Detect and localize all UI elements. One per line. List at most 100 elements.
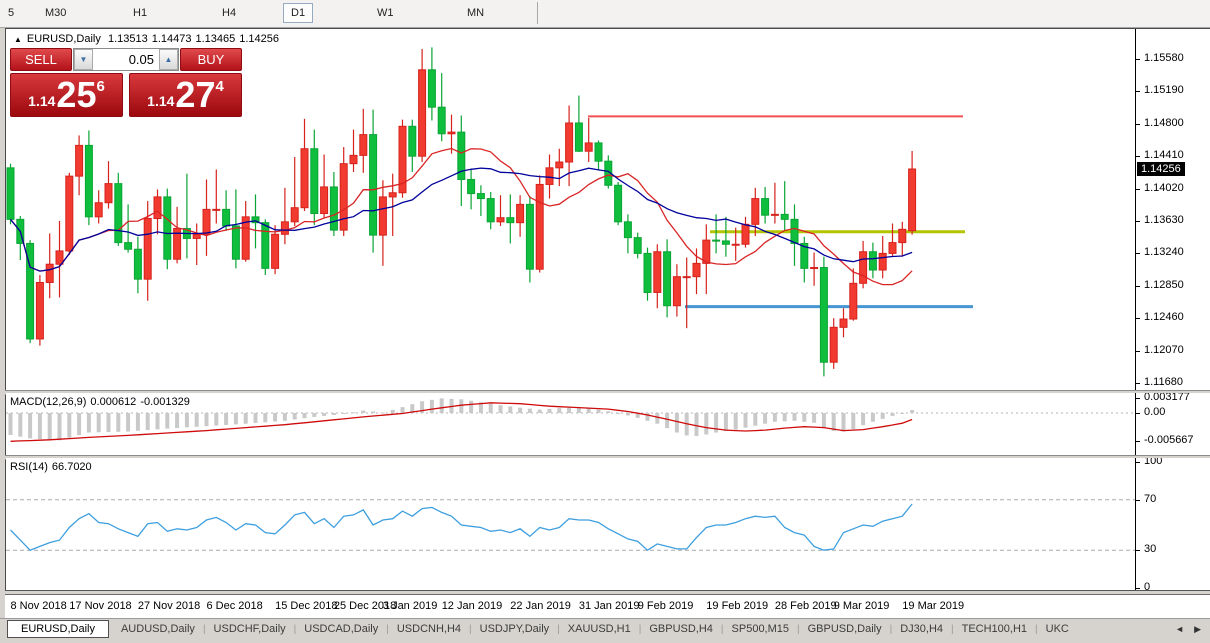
volume-increase-button[interactable]: ▲ <box>159 49 178 70</box>
buy-button[interactable]: BUY <box>180 48 242 71</box>
buy-price-prefix: 1.14 <box>147 93 175 109</box>
macd-name: MACD(12,26,9) <box>10 396 87 408</box>
rsi-axis: 100 70 30 0 <box>1135 458 1210 590</box>
ma-fast-line <box>9 147 913 286</box>
rsi-name: RSI(14) <box>10 461 48 473</box>
tab-separator: | <box>720 623 724 635</box>
macd-tick-label: 0.003177 <box>1144 393 1190 403</box>
sell-button[interactable]: SELL <box>10 48 72 71</box>
date-axis[interactable]: 8 Nov 2018 17 Nov 2018 27 Nov 2018 6 Dec 20… <box>5 594 1210 619</box>
price-tick-label: 1.14410 <box>1144 149 1184 162</box>
tab-separator: | <box>386 623 389 635</box>
buy-price-tile[interactable]: 1.14 27 4 <box>129 73 242 117</box>
date-tick-label: 19 Feb 2019 <box>706 600 769 612</box>
rsi-panel[interactable]: RSI(14) 66.7020 <box>6 458 1135 590</box>
date-tick-label: 17 Nov 2018 <box>69 600 132 612</box>
tab-separator: | <box>951 623 954 635</box>
chevron-down-icon: ▼ <box>79 55 88 64</box>
tab-separator: | <box>202 623 206 635</box>
date-tick-label: 9 Mar 2019 <box>833 600 890 612</box>
rsi-tick-label: 0 <box>1144 581 1151 590</box>
chart-tabs: EURUSD,Daily AUDUSD,Daily | USDCHF,Daily | US… <box>0 620 1077 638</box>
macd-panel[interactable]: MACD(12,26,9) 0.000612 -0.001329 <box>6 393 1135 455</box>
macd-tick-mark <box>1136 413 1140 414</box>
timeframe-button-5[interactable]: 5 <box>8 7 15 19</box>
price-tick-label: 1.13240 <box>1144 246 1184 259</box>
chart-window-border-left <box>5 28 6 637</box>
price-tick-mark <box>1136 156 1140 158</box>
macd-tick-mark <box>1136 440 1140 442</box>
chart-tab-bar: EURUSD,Daily AUDUSD,Daily | USDCHF,Daily | US… <box>0 618 1210 639</box>
macd-histogram <box>8 398 915 441</box>
price-tick-mark <box>1136 350 1140 352</box>
rsi-tick-mark <box>1136 588 1140 589</box>
date-tick-label: 28 Feb 2019 <box>774 600 837 612</box>
macd-value-main: 0.000612 <box>90 396 137 408</box>
price-tick-mark <box>1136 253 1140 255</box>
price-tick-mark <box>1136 221 1140 222</box>
candles <box>6 47 917 377</box>
chart-tab-usdjpy[interactable]: USDJPY,Daily <box>479 623 550 635</box>
price-tick-label: 1.14800 <box>1144 116 1184 129</box>
macd-value-signal: -0.001329 <box>140 396 190 408</box>
chart-tab-gbpusd[interactable]: GBPUSD,H4 <box>649 623 713 635</box>
price-chart-panel[interactable]: ▲ EURUSD,Daily 1.13513 1.14473 1.13465 1.142… <box>6 29 1135 390</box>
ohlc-high: 1.14473 <box>151 33 192 45</box>
current-price-tag: 1.14256 <box>1137 161 1185 176</box>
price-tick-mark <box>1136 318 1140 320</box>
timeframe-button-h1[interactable]: H1 <box>133 7 148 19</box>
sell-price-big: 25 <box>56 74 97 115</box>
volume-decrease-button[interactable]: ▼ <box>74 49 93 70</box>
date-tick-label: 22 Jan 2019 <box>510 600 571 612</box>
date-tick-label: 3 Jan 2019 <box>382 600 438 612</box>
chart-tab-usdcad[interactable]: USDCAD,Daily <box>304 623 379 635</box>
tab-scroll-arrows: ◄ ▶ <box>1170 624 1210 635</box>
candlestick-chart-svg[interactable] <box>6 29 1135 390</box>
tab-scroll-left-icon[interactable]: ◄ <box>1175 624 1185 634</box>
tab-separator: | <box>889 623 893 635</box>
ohlc-open: 1.13513 <box>107 33 148 45</box>
price-tick-mark <box>1136 91 1140 93</box>
chart-tab-dj30[interactable]: DJ30,H4 <box>900 623 943 635</box>
collapse-arrow-icon[interactable]: ▲ <box>14 35 22 44</box>
timeframe-button-w1[interactable]: W1 <box>377 7 394 19</box>
sell-price-tile[interactable]: 1.14 25 6 <box>10 73 123 117</box>
timeframe-button-h4[interactable]: H4 <box>222 7 237 19</box>
tab-scroll-right-icon[interactable]: ▶ <box>1194 623 1201 634</box>
chart-tab-usdchf[interactable]: USDCHF,Daily <box>213 623 286 635</box>
rsi-label: RSI(14) 66.7020 <box>10 461 96 473</box>
rsi-chart-svg <box>6 499 1135 552</box>
tab-separator: | <box>293 623 297 635</box>
chart-tab-tech100[interactable]: TECH100,H1 <box>961 623 1028 635</box>
macd-tick-label: 0.00 <box>1144 406 1166 418</box>
macd-axis: 0.003177 0.00 -0.005667 <box>1135 393 1210 455</box>
price-axis[interactable]: 1.15580 1.15190 1.14800 1.14410 1.14020 1.136… <box>1135 29 1210 390</box>
chart-tab-gbpusd[interactable]: GBPUSD,Daily <box>807 623 882 635</box>
price-tick-label: 1.12850 <box>1144 278 1184 291</box>
sell-price-prefix: 1.14 <box>28 93 56 109</box>
price-tick-mark <box>1136 285 1140 287</box>
chart-tab-sp500[interactable]: SP500,M15 <box>731 623 790 635</box>
volume-input[interactable] <box>93 49 159 70</box>
tab-separator: | <box>638 623 642 635</box>
chart-tab-audusd[interactable]: AUDUSD,Daily <box>120 623 195 635</box>
sell-price-pip: 6 <box>96 77 105 95</box>
ohlc-low: 1.13465 <box>195 33 236 45</box>
timeframe-button-d1[interactable]: D1 <box>283 3 314 23</box>
price-tick-label: 1.15190 <box>1144 84 1184 97</box>
timeframe-button-mn[interactable]: MN <box>467 7 485 19</box>
chart-tab-usdcnh[interactable]: USDCNH,H4 <box>396 623 462 635</box>
rsi-tick-mark <box>1136 499 1140 501</box>
chart-tab-xauusd[interactable]: XAUUSD,H1 <box>567 623 631 635</box>
chart-window-border-top <box>5 28 1210 29</box>
chart-tab-eurusd[interactable]: EURUSD,Daily <box>7 620 109 638</box>
chart-tab-ukc[interactable]: UKC <box>1045 623 1069 635</box>
date-tick-label: 9 Feb 2019 <box>637 600 694 612</box>
date-tick-label: 6 Dec 2018 <box>206 600 263 612</box>
rsi-value: 66.7020 <box>51 461 92 473</box>
timeframe-button-m30[interactable]: M30 <box>45 7 67 19</box>
rsi-tick-label: 70 <box>1144 492 1157 505</box>
price-tick-mark <box>1136 188 1140 190</box>
volume-stepper: ▼ ▲ <box>73 48 179 71</box>
